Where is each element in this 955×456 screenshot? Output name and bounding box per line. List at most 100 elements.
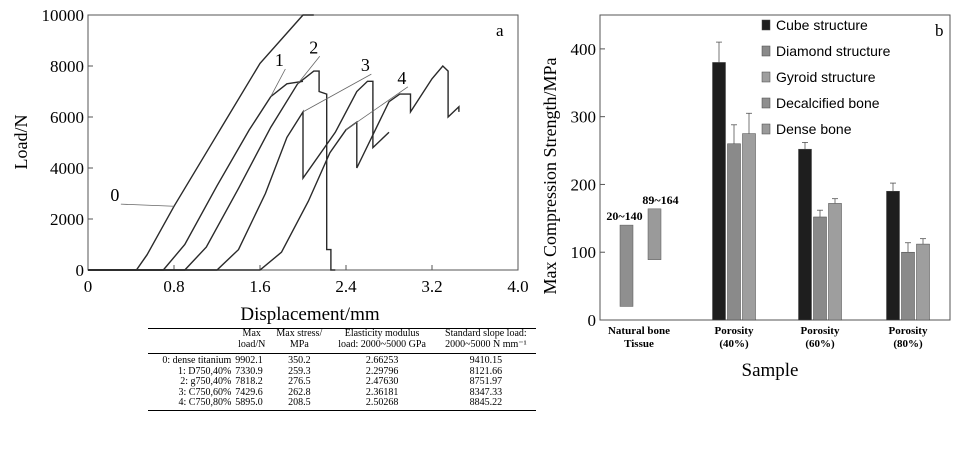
table-cell: 7818.2: [235, 376, 263, 387]
bar-diamond-structure: [813, 216, 827, 321]
table-cell: 5895.0: [233, 397, 271, 411]
table-cell: 276.5: [288, 376, 311, 387]
table-row-label: 0: dense titanium: [162, 355, 232, 366]
bar-gyroid-structure: [828, 203, 842, 321]
curve-label-2: 2: [309, 37, 318, 57]
curve-label-0: 0: [110, 185, 119, 205]
panel-a-y-tick-label: 0: [76, 261, 85, 280]
bar-gyroid-structure: [742, 133, 756, 321]
panel-a-y-tick-label: 6000: [50, 108, 84, 127]
series-line-3: [88, 80, 390, 271]
legend-swatch: [761, 45, 771, 57]
series-line-0: [88, 14, 314, 271]
table-body: 0: dense titanium 9902.1 350.2 2.66253 9410.…: [148, 354, 536, 411]
legend-entry: Decalcified bone: [776, 95, 880, 111]
bar-cube-structure: [712, 62, 726, 321]
table-cell: 9410.15: [469, 355, 503, 366]
series-line-4: [88, 64, 460, 271]
panel-b-y-tick-label: 0: [588, 311, 597, 330]
panel-a-series: [88, 14, 460, 271]
table-cell: 2.66253: [365, 355, 399, 366]
table-row: 1: D750,40% 7330.9 259.3 2.29796 8121.66: [148, 365, 536, 378]
bar-diamond-structure: [727, 143, 741, 321]
legend-swatch: [761, 19, 771, 31]
table-row: 3: C750,60% 7429.6 262.8 2.36181 8347.33: [148, 386, 536, 399]
table-cell: 2.29796: [365, 365, 399, 377]
table-cell: 7330.9: [235, 365, 263, 377]
panel-b-y-tick-label: 300: [571, 108, 597, 127]
curve-label-leader: [270, 68, 286, 97]
table-header-cell: Max stress/MPa: [270, 328, 329, 354]
table-cell: 262.8: [288, 386, 311, 398]
legend-swatch: [761, 71, 771, 83]
range-bar-dense-bone: [647, 208, 662, 260]
panel-b-y-axis-label: Max Compression Strength/MPa: [540, 57, 560, 294]
x-category-label: Porosity: [801, 325, 840, 337]
table-row: 2: g750,40% 7818.2 276.5 2.47630 8751.97: [148, 376, 536, 388]
panel-a-x-tick-label: 1.6: [249, 277, 270, 296]
table-row: 4: C750,80% 5895.0 208.5 2.50268 8845.22: [148, 397, 536, 411]
table-header-row: Max load/N Max stress/MPa Elasticity modulu…: [148, 328, 536, 354]
table-cell: 8121.66: [469, 365, 503, 377]
panel-a-x-tick-label: 2.4: [335, 277, 357, 296]
curve-label-leader: [120, 203, 175, 207]
table-header-cell: Elasticity modulus load: 2000~5000 GPa: [328, 328, 436, 354]
panel-b-y-tick-label: 400: [571, 40, 597, 59]
legend-entry: Cube structure: [776, 17, 868, 33]
table-cell: 7429.6: [235, 386, 263, 398]
panel-b-ticks: 0 100 200 300 400: [571, 40, 605, 330]
x-category-label: Porosity: [889, 325, 928, 337]
x-category-label: Natural bone: [608, 325, 670, 337]
x-category-label: (40%): [719, 338, 749, 350]
panel-b-y-tick-label: 100: [571, 243, 597, 262]
series-line-1: [88, 80, 304, 271]
bar-cube-structure: [798, 148, 812, 321]
range-bar-label: 20~140: [606, 209, 642, 223]
series-line-2: [88, 70, 336, 271]
curve-label-1: 1: [275, 50, 284, 70]
panel-a-x-tick-label: 4.0: [507, 277, 528, 296]
table-row-label: 3: C750,60%: [178, 386, 232, 398]
panel-a-x-tick-label: 0.8: [163, 277, 184, 296]
table-cell: 2.47630: [365, 376, 399, 387]
panel-a-y-tick-label: 8000: [50, 57, 84, 76]
table-cell: 2.50268: [328, 397, 436, 411]
panel-a-line-chart: 0 0.8 1.6 2.4 3.2 4.0 0 2000 4000 6000 8000 10000 0…: [11, 6, 529, 325]
table-row: 0: dense titanium 9902.1 350.2 2.66253 9410.…: [148, 354, 536, 367]
panel-a-y-tick-label: 2000: [50, 210, 84, 229]
bar-diamond-structure: [901, 251, 915, 321]
panel-a-ticks: 0 0.8 1.6 2.4 3.2 4.0 0 2000 4000 6000 8000 10000: [42, 6, 529, 296]
legend-swatch: [761, 123, 771, 135]
table-cell: 9902.1: [235, 355, 263, 366]
table-header-cell: [148, 328, 234, 354]
table-cell: 8845.22: [435, 397, 536, 411]
panel-b-plot-frame: [599, 14, 951, 321]
table-cell: 8751.97: [469, 376, 503, 387]
range-bar-label: 89~164: [642, 193, 678, 207]
panel-a-y-tick-label: 10000: [42, 6, 85, 25]
panel-b-y-tick-label: 200: [571, 175, 597, 194]
table-cell: 350.2: [288, 355, 311, 366]
table-row-label: 2: g750,40%: [180, 376, 232, 387]
x-category-label: (80%): [893, 338, 923, 350]
curve-label-leader: [302, 73, 372, 113]
legend-entry: Dense bone: [776, 121, 852, 137]
panel-a-x-tick-label: 0: [84, 277, 93, 296]
panel-b-legend: Cube structure Diamond structure Gyroid st…: [761, 17, 891, 137]
bar-cube-structure: [886, 190, 900, 321]
panel-a-label: a: [496, 21, 504, 40]
x-category-label: Porosity: [715, 325, 754, 337]
legend-swatch: [761, 97, 771, 109]
bar-gyroid-structure: [916, 243, 930, 321]
properties-table: Max load/N Max stress/MPa Elasticity modulu…: [148, 328, 536, 411]
panel-a-x-tick-label: 3.2: [421, 277, 442, 296]
table-row-label: 1: D750,40%: [177, 365, 232, 377]
table-cell: 8347.33: [469, 386, 503, 398]
curve-label-leader: [345, 86, 409, 131]
table-cell: 2.36181: [365, 386, 399, 398]
curve-label-leader: [297, 55, 321, 85]
curve-label-4: 4: [397, 68, 406, 88]
panel-a-y-axis-label: Load/N: [11, 115, 31, 170]
